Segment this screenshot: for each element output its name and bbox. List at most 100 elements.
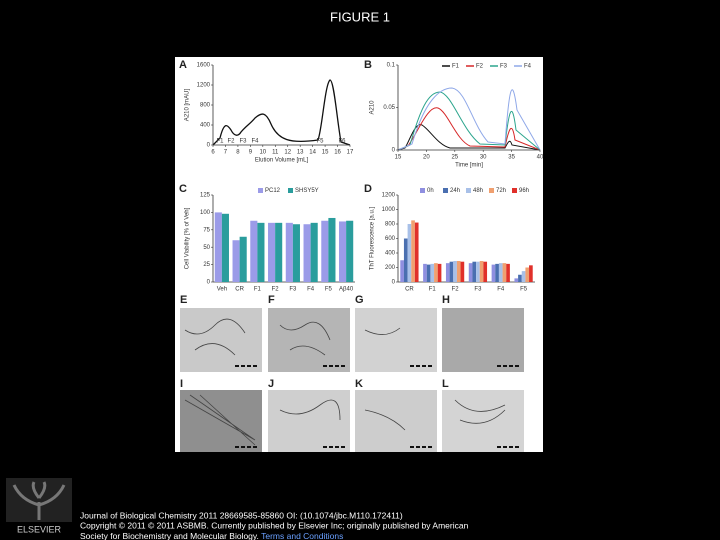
legend-label: 24h [450, 188, 460, 194]
x-tick-label: Aβ40 [339, 287, 354, 293]
y-tick-label: 1200 [382, 193, 396, 199]
x-tick-label: 7 [224, 150, 228, 156]
x-tick-label: 8 [236, 150, 240, 156]
bar [257, 222, 265, 282]
bar [483, 261, 488, 282]
bar [502, 263, 507, 282]
y-tick-label: 50 [203, 245, 210, 251]
legend-swatch [512, 188, 517, 193]
y-tick-label: 200 [385, 265, 396, 271]
bar [403, 238, 408, 282]
y-tick-label: 100 [200, 210, 211, 216]
bar [346, 220, 354, 282]
bar [232, 240, 240, 282]
x-tick-label: 15 [322, 150, 329, 156]
y-axis-label: Cell Viability [% of Veh] [185, 207, 191, 269]
fraction-label: F6 [338, 139, 346, 145]
y-tick-label: 800 [200, 103, 211, 109]
panel-letter: A [179, 59, 187, 71]
em-image [355, 390, 437, 452]
em-image [442, 308, 524, 372]
fraction-label: F5 [316, 139, 324, 145]
x-tick-label: 12 [284, 150, 291, 156]
bar [321, 220, 329, 282]
x-tick-label: 16 [334, 150, 341, 156]
panel-letter: E [180, 294, 187, 306]
bar [275, 222, 283, 282]
trace-f2 [397, 107, 541, 151]
panel-letter: L [442, 378, 449, 390]
bar [506, 263, 510, 282]
legend-swatch [420, 188, 425, 193]
x-axis-label: Time [min] [455, 163, 483, 169]
x-tick-label: F3 [474, 287, 482, 293]
x-tick-label: 9 [249, 150, 253, 156]
trace-f4 [397, 87, 541, 151]
legend-swatch [443, 188, 448, 193]
y-tick-label: 0 [392, 148, 396, 154]
x-tick-label: Veh [217, 287, 227, 293]
bar [423, 263, 427, 282]
bar [430, 263, 435, 282]
slide-title: FIGURE 1 [330, 9, 390, 24]
y-tick-label: 400 [200, 123, 211, 129]
y-tick-label: 0.05 [383, 105, 395, 111]
bar [285, 222, 293, 282]
x-tick-label: F4 [497, 287, 505, 293]
x-tick-label: F1 [429, 287, 437, 293]
panel-letter: I [180, 378, 183, 390]
x-tick-label: F4 [307, 287, 315, 293]
x-tick-label: F1 [254, 287, 262, 293]
copyright: Copyright © 2011 © 2011 ASBMB. Currently… [80, 520, 469, 530]
legend-label: F2 [476, 64, 484, 70]
terms-link[interactable]: Terms and Conditions [261, 531, 343, 540]
legend-label: F4 [524, 64, 532, 70]
bar [495, 263, 499, 282]
copyright: Society for Biochemistry and Molecular B… [80, 531, 343, 540]
x-tick-label: 10 [259, 150, 266, 156]
bar [453, 260, 457, 282]
legend-label: 48h [473, 188, 483, 194]
bar [521, 271, 526, 282]
bar [445, 263, 450, 282]
fraction-label: F3 [239, 139, 247, 145]
x-tick-label: F5 [325, 287, 333, 293]
bar [328, 217, 336, 282]
x-tick-label: 20 [423, 155, 430, 161]
y-tick-label: 1600 [197, 63, 211, 69]
bar [518, 274, 522, 282]
panel-letter: H [442, 294, 450, 306]
panel-letter: B [364, 59, 372, 71]
y-tick-label: 0 [207, 280, 211, 286]
em-image [442, 390, 524, 452]
citation: Journal of Biological Chemistry 2011 286… [80, 510, 403, 520]
y-tick-label: 25 [203, 262, 210, 268]
x-tick-label: CR [405, 287, 414, 293]
em-image [268, 390, 350, 452]
x-axis-label: Elution Volume [mL] [255, 158, 309, 164]
panel-letter: G [355, 294, 364, 306]
bar [268, 222, 276, 282]
bar [411, 220, 415, 282]
bar [214, 212, 222, 282]
legend-swatch [466, 188, 471, 193]
x-tick-label: F5 [520, 287, 528, 293]
legend-swatch [258, 188, 263, 193]
panel-letter: F [268, 294, 275, 306]
bar [303, 224, 311, 282]
panel-letter: J [268, 378, 274, 390]
x-tick-label: 15 [395, 155, 402, 161]
panel-letter: C [179, 183, 187, 195]
x-tick-label: F2 [272, 287, 280, 293]
bar [250, 220, 258, 282]
y-tick-label: 1200 [197, 83, 211, 89]
bar [400, 260, 404, 282]
bar [476, 261, 480, 282]
elsevier-logo: ELSEVIER [6, 478, 72, 534]
em-image [180, 308, 262, 372]
trace-f3 [397, 91, 541, 151]
x-tick-label: 40 [537, 155, 544, 161]
bar [479, 260, 484, 282]
